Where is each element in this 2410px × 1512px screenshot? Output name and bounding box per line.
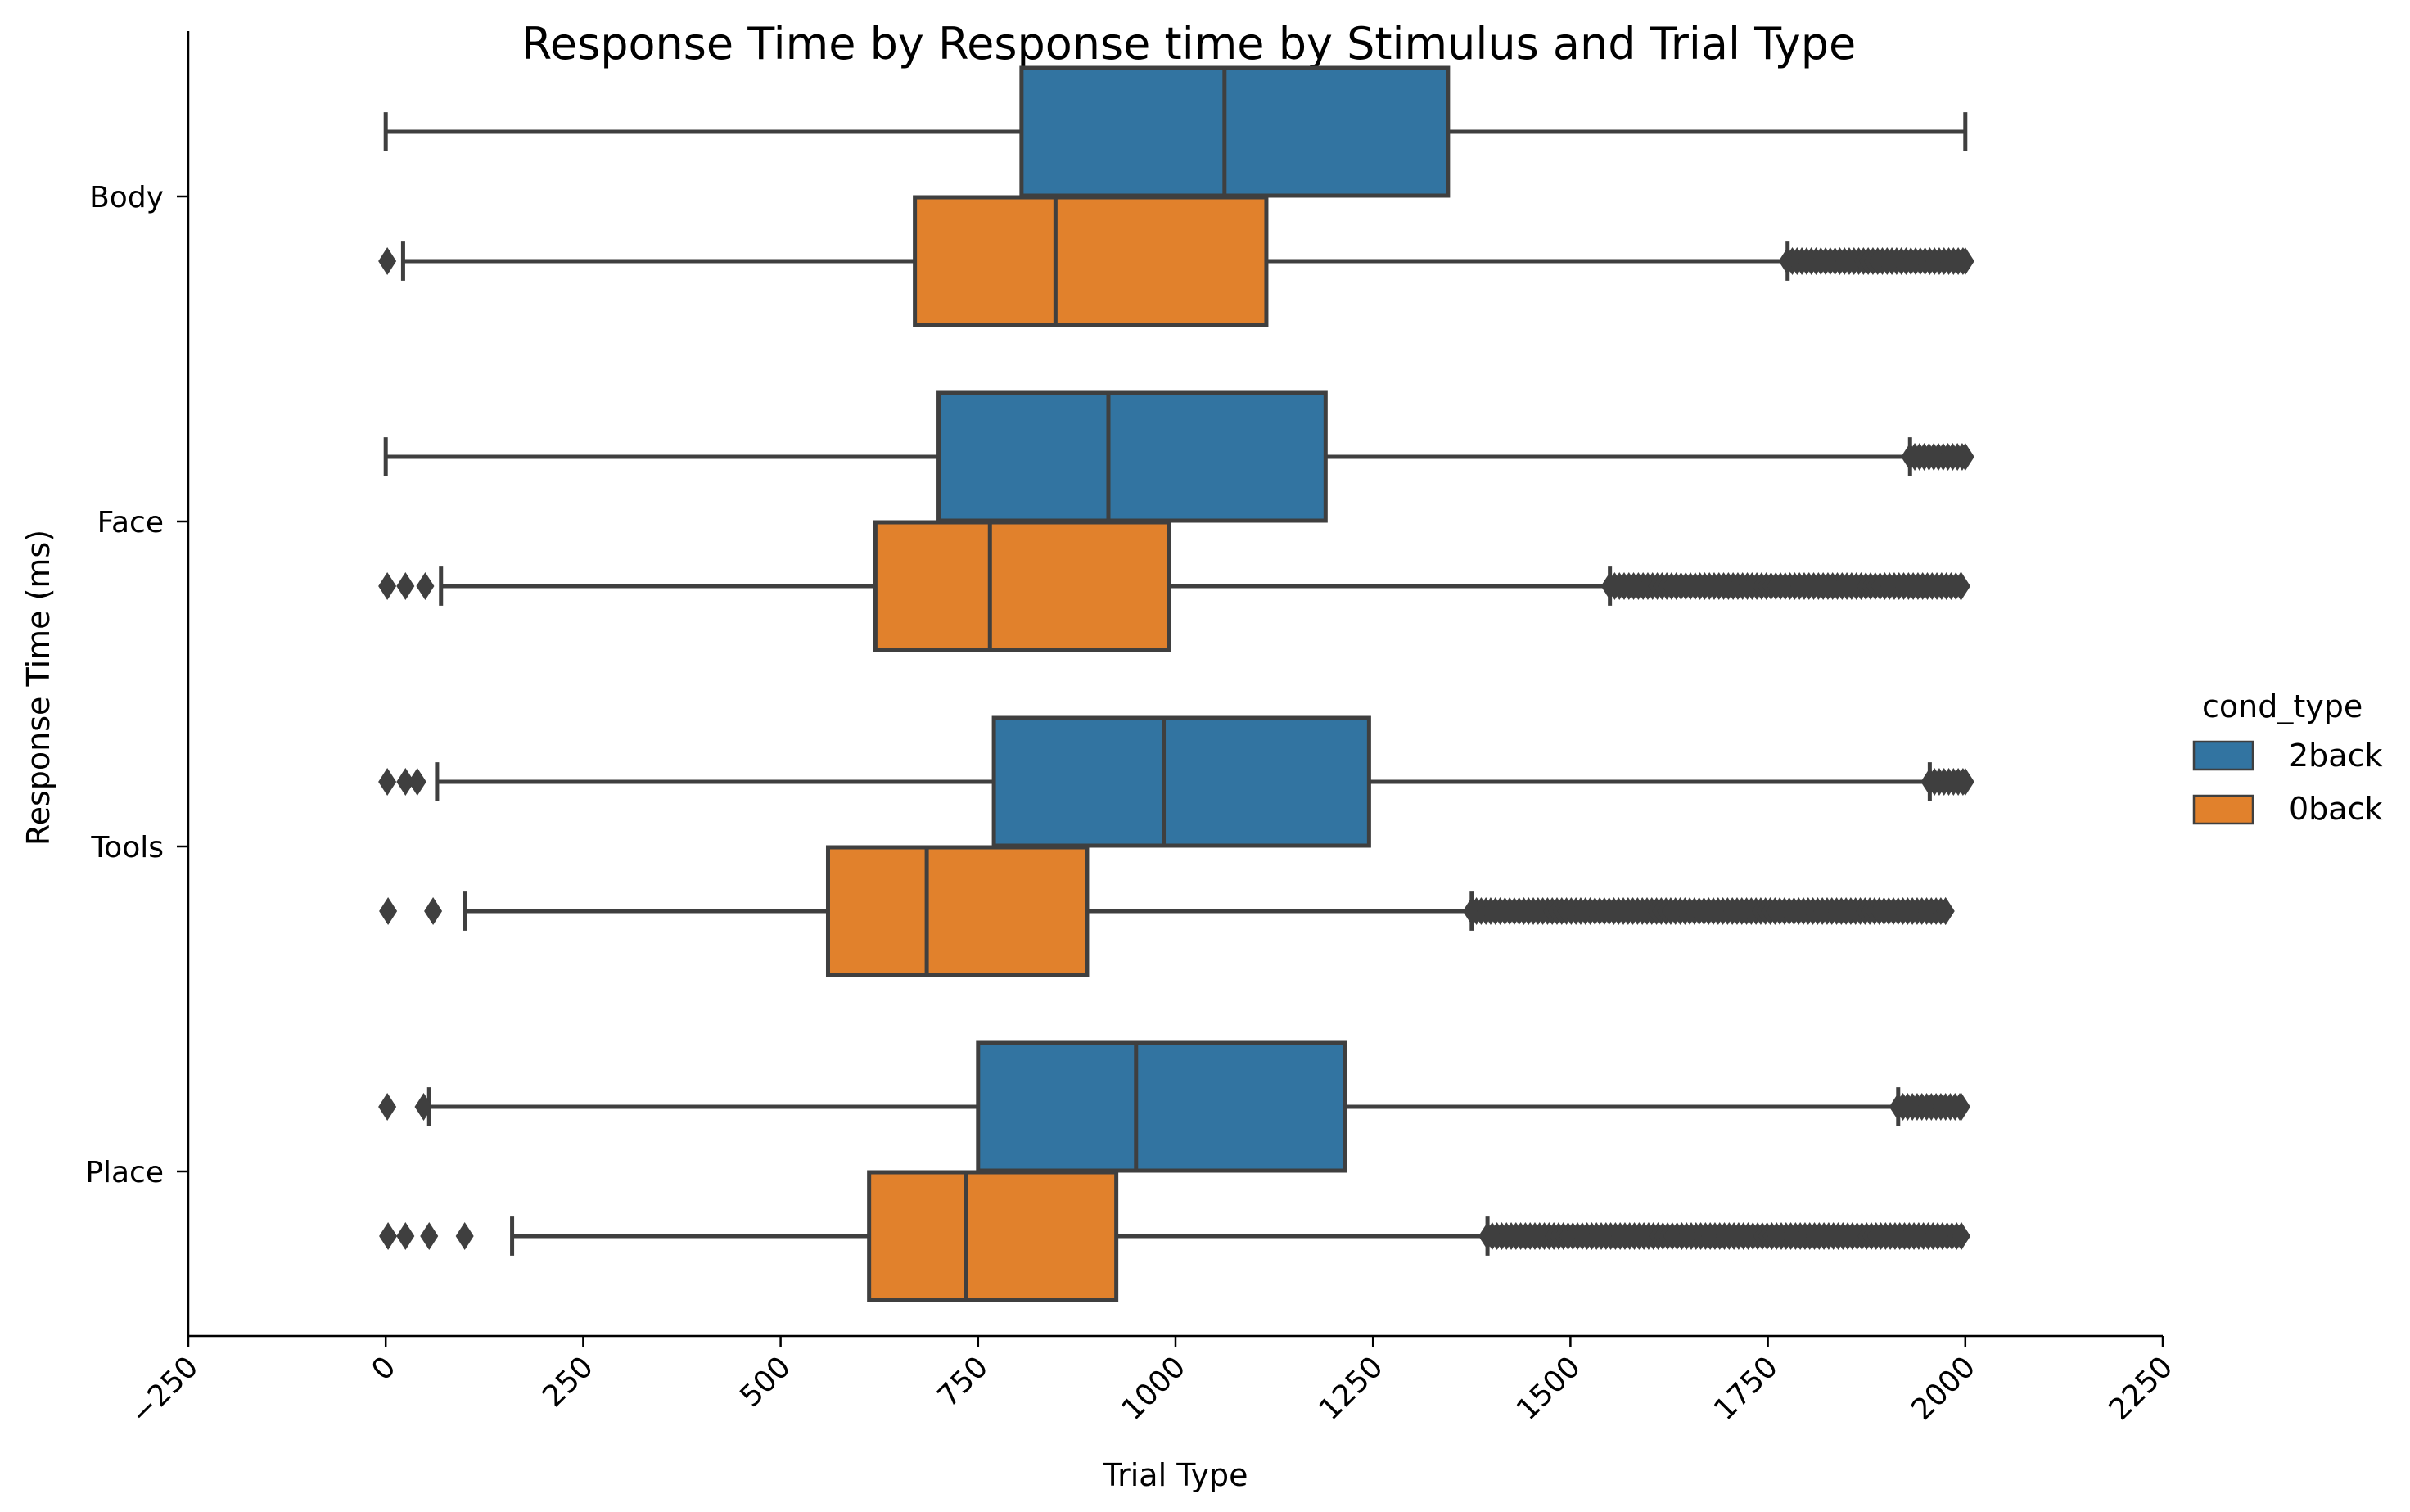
outlier-point — [396, 1222, 415, 1250]
x-tick-label: 750 — [932, 1350, 995, 1414]
y-axis-ticks: Body Face Tools Place — [85, 181, 188, 1189]
outlier-point — [378, 247, 397, 275]
x-tick-label: 1250 — [1313, 1350, 1390, 1427]
y-tick-label-tools: Tools — [90, 831, 164, 864]
box-face-2back — [383, 390, 1974, 523]
outlier-point — [420, 1222, 439, 1250]
outlier-point — [1956, 443, 1974, 471]
outlier-point — [416, 572, 435, 600]
chart-title: Response Time by Response time by Stimul… — [521, 18, 1856, 70]
outlier-point — [378, 572, 397, 600]
outlier-point — [414, 1093, 433, 1121]
outlier-point — [408, 768, 426, 796]
outlier-point — [1956, 247, 1974, 275]
box-iqr — [913, 195, 1269, 327]
x-tick-label: 2000 — [1905, 1350, 1982, 1427]
outlier-point — [455, 1222, 474, 1250]
x-tick-label: 1750 — [1708, 1350, 1785, 1427]
y-axis-label: Response Time (ms) — [20, 530, 56, 846]
x-tick-label: −250 — [124, 1350, 205, 1431]
box-tools-2back — [378, 715, 1974, 848]
legend-swatch-0back — [2192, 794, 2254, 825]
box-iqr — [1019, 65, 1451, 198]
outlier-point — [1952, 1222, 1970, 1250]
legend: cond_type 2back 0back — [2192, 688, 2382, 827]
x-tick-label: 500 — [733, 1350, 797, 1414]
plot-area — [378, 65, 1974, 1302]
x-axis-ticks: −250 0 250 500 750 1000 1250 1500 1750 2000 2250 — [124, 1336, 2179, 1431]
x-tick-label: 1500 — [1510, 1350, 1587, 1427]
box-place-2back — [378, 1040, 1970, 1173]
outlier-point — [378, 1093, 397, 1121]
box-body-2back — [383, 65, 1968, 198]
legend-label-0back: 0back — [2289, 791, 2382, 827]
outlier-point — [378, 768, 397, 796]
box-iqr — [976, 1040, 1347, 1173]
x-tick-label: 0 — [365, 1350, 402, 1387]
outlier-point — [1952, 1093, 1970, 1121]
box-iqr — [936, 390, 1328, 523]
x-axis-label: Trial Type — [1102, 1457, 1248, 1493]
box-iqr — [991, 715, 1371, 848]
legend-title: cond_type — [2202, 688, 2363, 724]
outlier-point — [1936, 897, 1955, 925]
legend-swatch-2back — [2192, 740, 2254, 771]
y-tick-label-body: Body — [89, 181, 164, 214]
y-tick-label-place: Place — [85, 1156, 164, 1189]
outlier-point — [396, 768, 415, 796]
x-tick-label: 250 — [536, 1350, 600, 1414]
x-tick-label: 2250 — [2103, 1350, 2180, 1427]
outlier-point — [424, 897, 443, 925]
outlier-point — [1952, 572, 1970, 600]
box-place-0back — [379, 1170, 1970, 1302]
outlier-point — [379, 897, 398, 925]
outlier-point — [379, 1222, 398, 1250]
box-iqr — [867, 1170, 1119, 1302]
x-tick-label: 1000 — [1116, 1350, 1193, 1427]
legend-label-2back: 2back — [2289, 738, 2382, 774]
box-tools-0back — [379, 845, 1955, 977]
y-tick-label-face: Face — [97, 506, 164, 539]
box-body-0back — [378, 195, 1974, 327]
box-iqr — [825, 845, 1090, 977]
outlier-point — [396, 572, 415, 600]
box-iqr — [873, 520, 1171, 652]
outlier-point — [1956, 768, 1974, 796]
box-face-0back — [378, 520, 1970, 652]
